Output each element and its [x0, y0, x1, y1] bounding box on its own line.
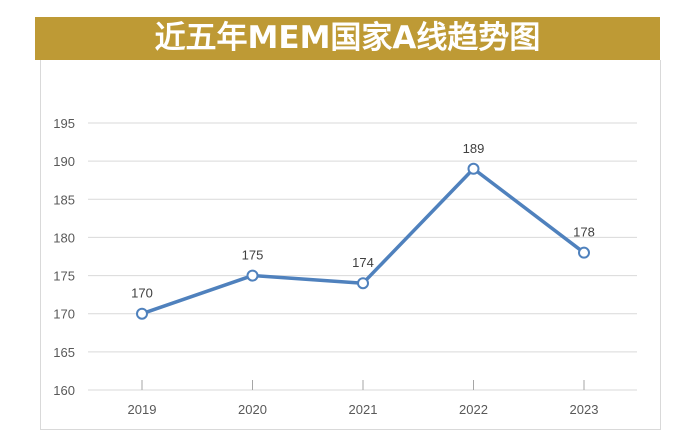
data-point: [467, 162, 480, 175]
x-tick-label: 2021: [349, 402, 378, 417]
y-tick-label: 175: [53, 269, 75, 284]
y-tick-label: 160: [53, 383, 75, 398]
data-point: [136, 307, 148, 320]
x-tick-label: 2020: [238, 402, 267, 417]
data-point: [578, 246, 590, 259]
data-label: 175: [242, 248, 264, 263]
x-tick-label: 2019: [128, 402, 157, 417]
data-point: [357, 277, 369, 290]
series-line: [141, 167, 586, 316]
chart-frame: [40, 60, 661, 430]
x-tick-label: 2023: [570, 402, 599, 417]
x-tick-label: 2022: [459, 402, 488, 417]
y-tick-label: 185: [53, 192, 75, 207]
chart-title: 近五年MEM国家A线趋势图: [35, 17, 660, 60]
data-label: 174: [352, 255, 374, 270]
data-point: [246, 269, 259, 282]
y-tick-label: 195: [53, 116, 75, 131]
data-label: 189: [463, 141, 485, 156]
y-tick-label: 170: [53, 307, 75, 322]
y-tick-label: 165: [53, 345, 75, 360]
data-label: 170: [131, 286, 153, 301]
data-label: 178: [573, 225, 595, 240]
y-tick-label: 180: [53, 230, 75, 245]
y-tick-label: 190: [53, 154, 75, 169]
